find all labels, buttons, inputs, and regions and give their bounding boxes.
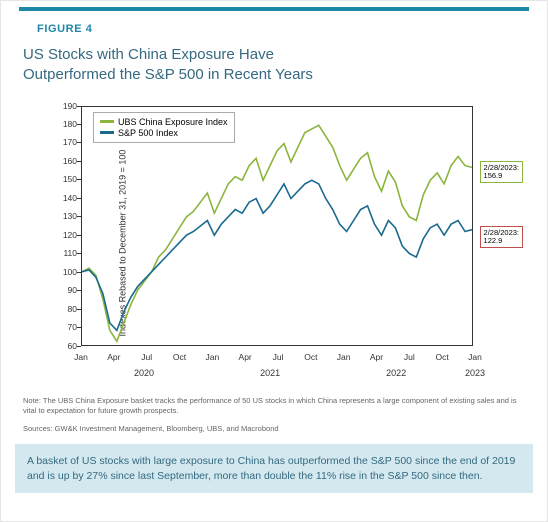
series-sp500-line xyxy=(82,180,472,330)
x-tick-label: Jul xyxy=(141,352,152,362)
callout-ubs: 2/28/2023: 156.9 xyxy=(480,161,523,184)
y-tick-mark xyxy=(77,290,81,291)
y-tick-label: 90 xyxy=(59,285,77,295)
x-tick-label: Jan xyxy=(337,352,351,362)
x-year-label: 2020 xyxy=(134,368,154,378)
x-tick-label: Apr xyxy=(239,352,252,362)
y-tick-label: 170 xyxy=(59,137,77,147)
title-line-2: Outperformed the S&P 500 in Recent Years xyxy=(23,66,313,83)
y-tick-label: 180 xyxy=(59,119,77,129)
figure-label-wrap: FIGURE 4 xyxy=(1,1,547,39)
y-tick-label: 100 xyxy=(59,267,77,277)
y-tick-mark xyxy=(77,327,81,328)
y-tick-label: 140 xyxy=(59,193,77,203)
series-ubs-line xyxy=(82,125,472,341)
x-tick-label: Jan xyxy=(74,352,88,362)
callout-sp500-value: 122.9 xyxy=(484,236,503,245)
x-tick-label: Jan xyxy=(468,352,482,362)
y-tick-label: 80 xyxy=(59,304,77,314)
y-tick-mark xyxy=(77,253,81,254)
y-tick-label: 190 xyxy=(59,101,77,111)
callout-sp500: 2/28/2023: 122.9 xyxy=(480,226,523,249)
title-line-1: US Stocks with China Exposure Have xyxy=(23,46,274,63)
legend-label-sp500: S&P 500 Index xyxy=(118,128,178,138)
x-year-label: 2021 xyxy=(260,368,280,378)
x-year-label: 2022 xyxy=(386,368,406,378)
x-tick-label: Jan xyxy=(205,352,219,362)
x-tick-label: Jul xyxy=(404,352,415,362)
y-tick-label: 130 xyxy=(59,211,77,221)
sources-text: Sources: GW&K Investment Management, Blo… xyxy=(1,422,547,436)
y-tick-mark xyxy=(77,272,81,273)
y-tick-label: 160 xyxy=(59,156,77,166)
x-tick-label: Jul xyxy=(273,352,284,362)
note-text: Note: The UBS China Exposure basket trac… xyxy=(1,394,547,418)
x-tick-label: Apr xyxy=(107,352,120,362)
y-tick-label: 70 xyxy=(59,322,77,332)
y-tick-label: 60 xyxy=(59,341,77,351)
legend: UBS China Exposure Index S&P 500 Index xyxy=(93,112,235,143)
y-tick-mark xyxy=(77,142,81,143)
legend-row-ubs: UBS China Exposure Index xyxy=(100,117,228,127)
summary-box: A basket of US stocks with large exposur… xyxy=(15,444,533,493)
x-tick-label: Apr xyxy=(370,352,383,362)
chart-title: US Stocks with China Exposure Have Outpe… xyxy=(1,39,547,94)
figure-container: FIGURE 4 US Stocks with China Exposure H… xyxy=(0,0,548,522)
y-tick-mark xyxy=(77,179,81,180)
legend-swatch-sp500 xyxy=(100,131,114,134)
y-tick-mark xyxy=(77,235,81,236)
legend-swatch-ubs xyxy=(100,120,114,123)
x-year-label: 2023 xyxy=(465,368,485,378)
chart-area: Indexes Rebased to December 31, 2019 = 1… xyxy=(23,98,525,388)
y-tick-mark xyxy=(77,346,81,347)
legend-row-sp500: S&P 500 Index xyxy=(100,128,228,138)
x-tick-label: Oct xyxy=(173,352,186,362)
y-tick-mark xyxy=(77,124,81,125)
y-tick-mark xyxy=(77,216,81,217)
y-tick-label: 150 xyxy=(59,174,77,184)
figure-label: FIGURE 4 xyxy=(19,7,529,39)
x-tick-label: Oct xyxy=(304,352,317,362)
y-tick-label: 110 xyxy=(59,248,77,258)
y-tick-label: 120 xyxy=(59,230,77,240)
y-tick-mark xyxy=(77,309,81,310)
y-tick-mark xyxy=(77,161,81,162)
x-tick-label: Oct xyxy=(436,352,449,362)
y-tick-mark xyxy=(77,106,81,107)
legend-label-ubs: UBS China Exposure Index xyxy=(118,117,228,127)
y-tick-mark xyxy=(77,198,81,199)
callout-ubs-value: 156.9 xyxy=(484,171,503,180)
